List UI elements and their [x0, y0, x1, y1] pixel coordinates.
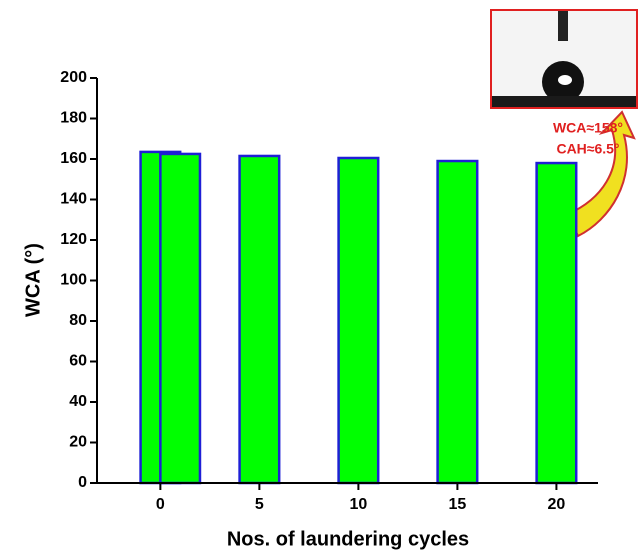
y-tick-label: 200 [60, 69, 87, 86]
y-tick-label: 180 [60, 110, 87, 127]
y-tick-label: 40 [69, 393, 87, 410]
y-tick-label: 100 [60, 272, 87, 289]
bar [339, 158, 379, 483]
x-tick-label: 10 [349, 496, 367, 513]
y-tick-label: 80 [69, 312, 87, 329]
annotation: CAH≈6.5° [556, 141, 619, 157]
y-tick-label: 0 [78, 474, 87, 491]
bar [438, 161, 478, 483]
x-tick-label: 15 [449, 496, 467, 513]
y-tick-label: 160 [60, 150, 87, 167]
annotation: WCA≈158° [553, 120, 623, 136]
inset-photo [491, 10, 637, 108]
y-axis-label: WCA (°) [22, 243, 44, 317]
y-tick-label: 60 [69, 353, 87, 370]
x-tick-label: 0 [156, 496, 165, 513]
chart: WCA≈158° CAH≈6.5° Nos. of laundering cyc… [0, 0, 643, 552]
x-tick-label: 20 [548, 496, 566, 513]
x-tick-label: 5 [255, 496, 264, 513]
x-axis-label: Nos. of laundering cycles [227, 528, 469, 550]
y-tick-label: 20 [69, 434, 87, 451]
bar [160, 154, 200, 483]
y-tick-label: 140 [60, 191, 87, 208]
bar [240, 156, 280, 483]
y-tick-label: 120 [60, 231, 87, 248]
bar [537, 163, 577, 483]
